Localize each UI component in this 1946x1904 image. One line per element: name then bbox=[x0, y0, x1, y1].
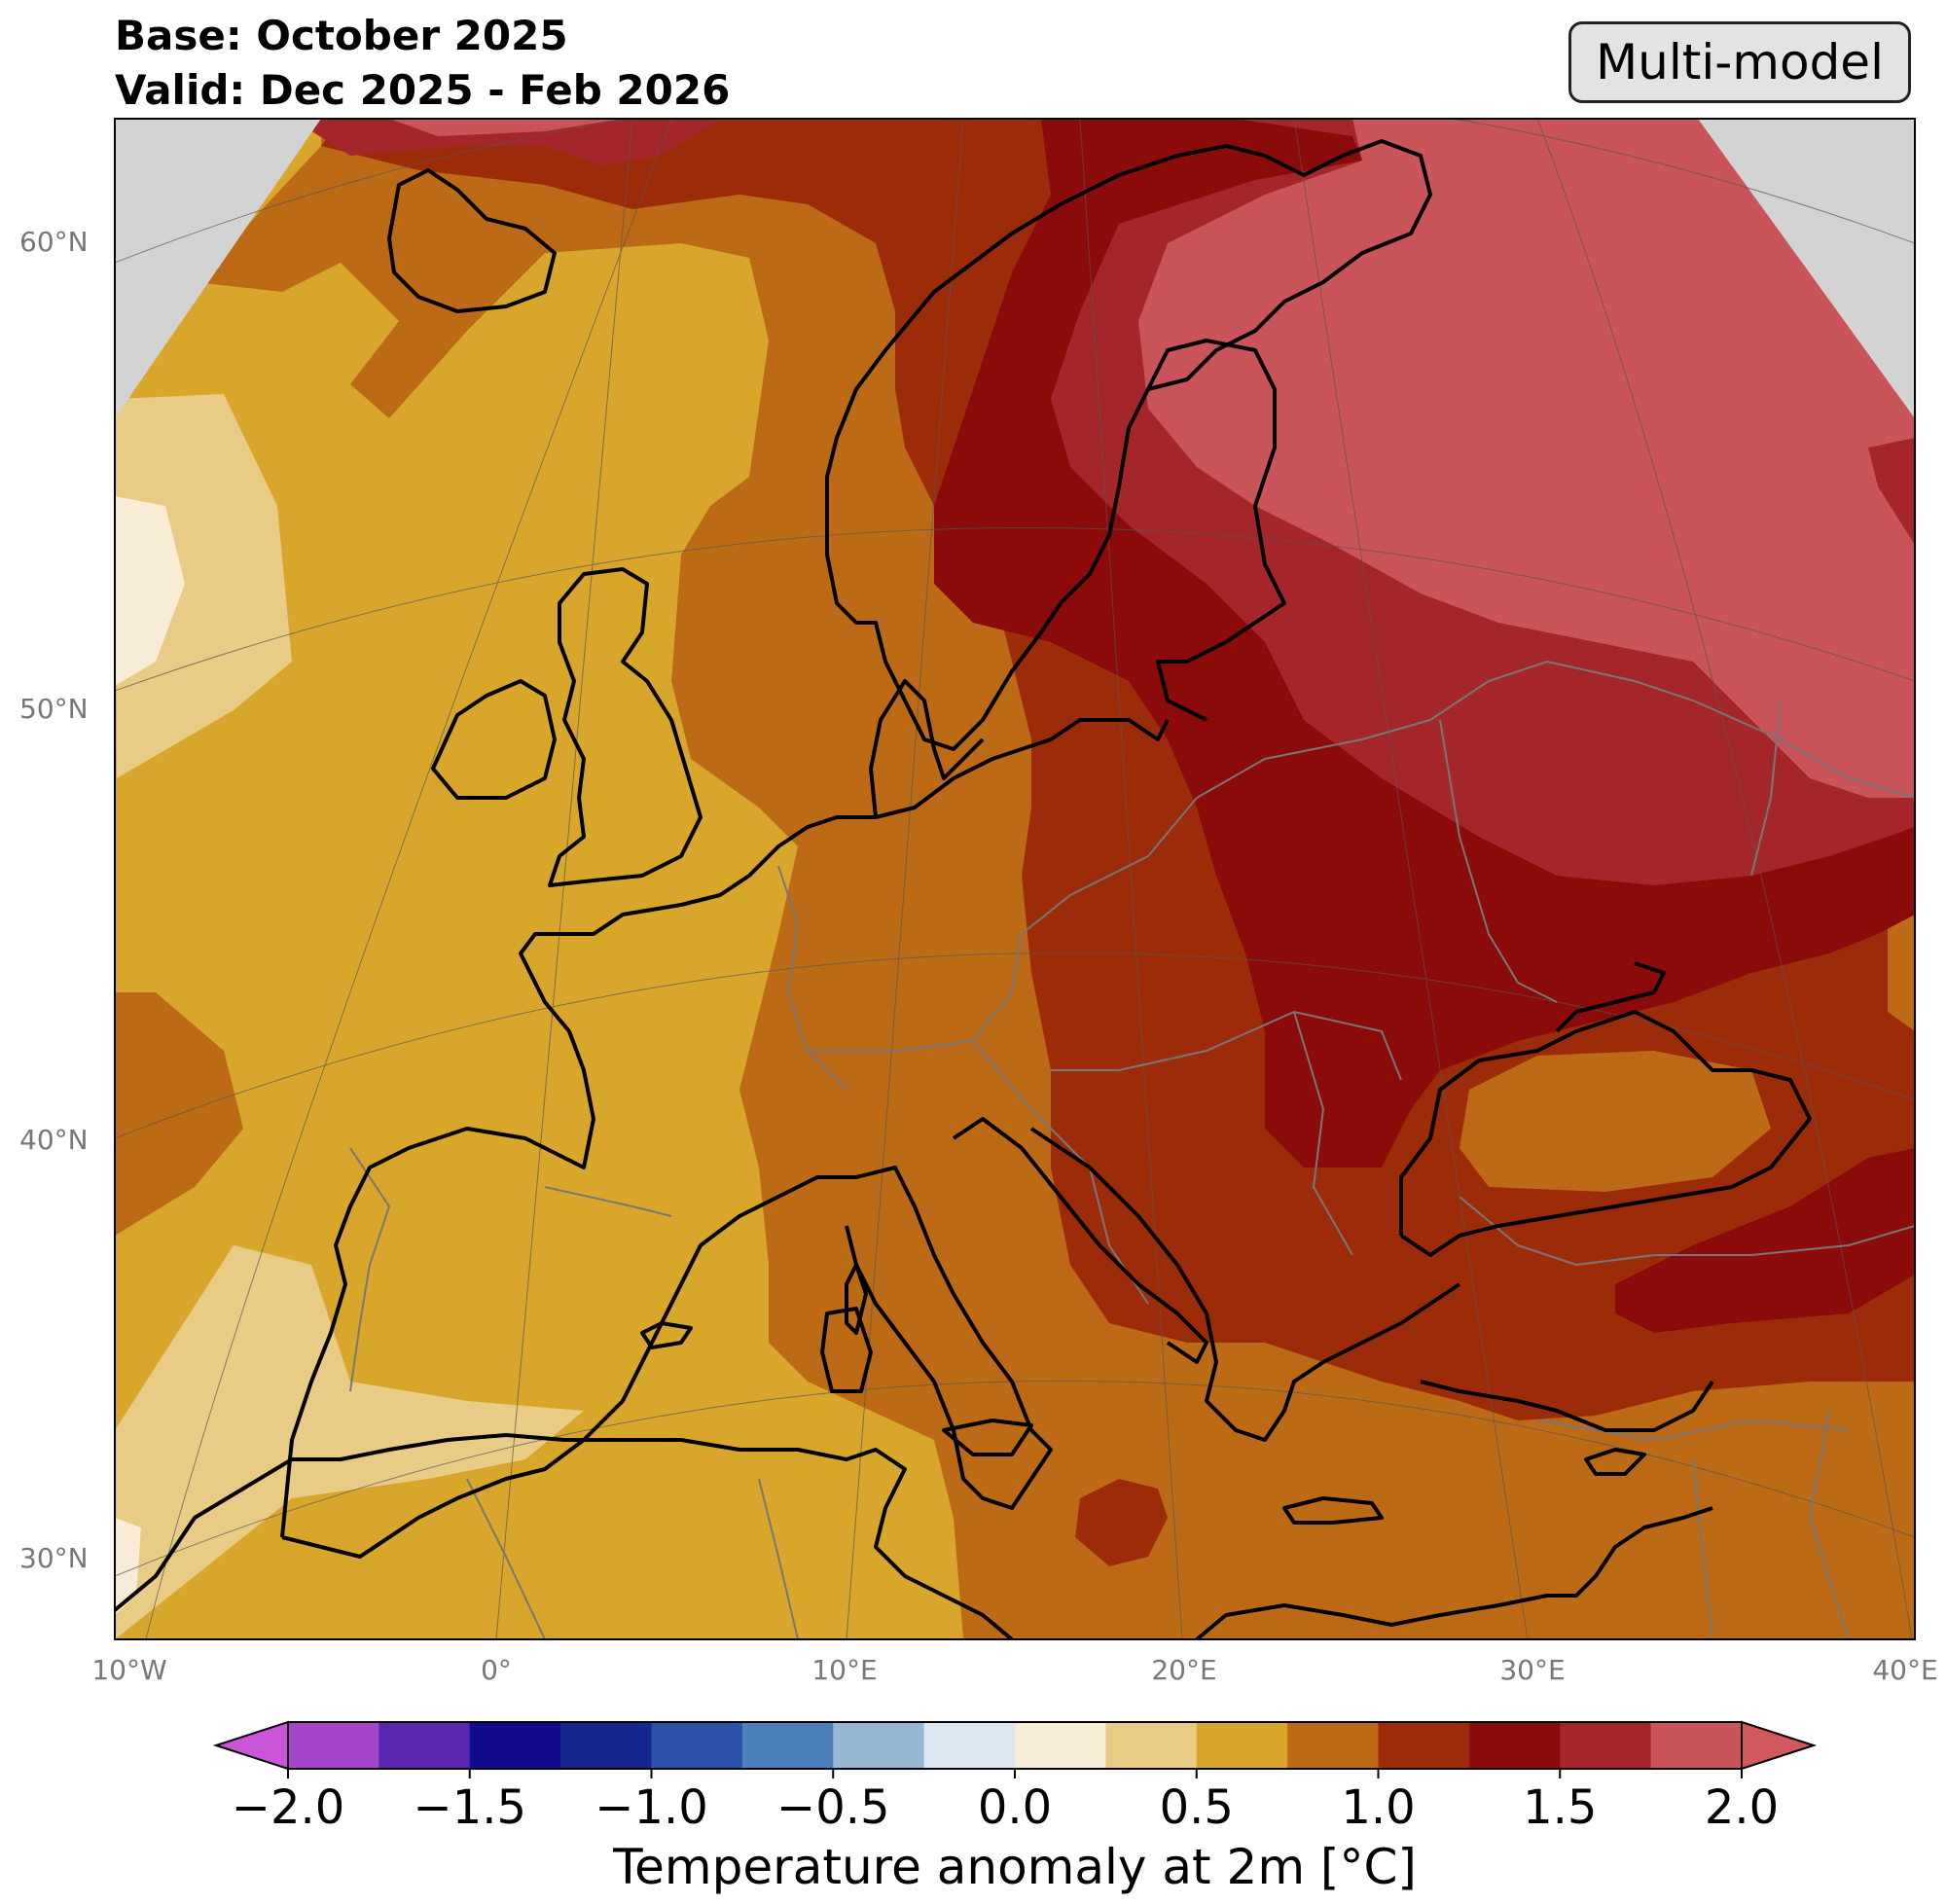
latitude-label-30n: 30°N bbox=[19, 1542, 89, 1574]
longitude-label-20e: 20°E bbox=[1151, 1654, 1217, 1686]
crete-coast bbox=[1282, 1496, 1384, 1525]
corsica-coast bbox=[845, 1263, 868, 1335]
colorbar-tick-label: −2.0 bbox=[231, 1780, 345, 1835]
anomaly-band-1.0-1.25 bbox=[1075, 1479, 1168, 1566]
colorbar-extend-over bbox=[1741, 1720, 1818, 1771]
no-data-region bbox=[1698, 119, 1915, 418]
valid-period-title: Valid: Dec 2025 - Feb 2026 bbox=[115, 66, 731, 114]
longitude-label-0: 0° bbox=[481, 1654, 512, 1686]
colorbar-bin bbox=[560, 1722, 652, 1769]
colorbar-label: Temperature anomaly at 2m [°C] bbox=[613, 1839, 1417, 1895]
balearic-coast bbox=[640, 1321, 693, 1349]
britain-coast bbox=[548, 567, 703, 887]
sicily-coast bbox=[942, 1419, 1033, 1456]
balkan-coast bbox=[1029, 1127, 1461, 1442]
colorbar-bin bbox=[741, 1722, 834, 1769]
anomaly-band-0-0.25 bbox=[115, 496, 185, 686]
jutland-coast bbox=[869, 679, 985, 818]
iceland-coast bbox=[387, 168, 557, 313]
north-africa-coast bbox=[115, 1433, 1014, 1639]
anomaly-band-0-0.25 bbox=[115, 1518, 141, 1615]
colorbar-bin bbox=[1468, 1722, 1561, 1769]
colorbar-bin bbox=[651, 1722, 743, 1769]
libya-egypt-coast bbox=[1195, 1506, 1713, 1639]
longitude-label-10w: 10°W bbox=[91, 1654, 167, 1686]
coastlines bbox=[115, 139, 1812, 1639]
colorbar-bin bbox=[1287, 1722, 1379, 1769]
model-badge: Multi-model bbox=[1568, 21, 1911, 103]
colorbar-bin bbox=[1015, 1722, 1106, 1769]
latitude-label-60n: 60°N bbox=[19, 226, 89, 258]
colorbar-bin bbox=[288, 1722, 379, 1769]
anomaly-band-0.75-1.0 bbox=[1460, 1051, 1771, 1192]
anomaly-band-1.75-2.0 bbox=[389, 119, 623, 136]
latitude-label-40n: 40°N bbox=[19, 1124, 89, 1156]
anomaly-band-1.25-1.5 bbox=[1615, 1148, 1915, 1333]
continental-north-coast bbox=[280, 718, 1170, 1538]
anomaly-field bbox=[115, 119, 1915, 1639]
colorbar-tick-label: 2.0 bbox=[1704, 1780, 1780, 1835]
anomaly-band-0.75-1.0 bbox=[1888, 915, 1915, 1031]
longitude-label-30e: 30°E bbox=[1499, 1654, 1566, 1686]
colorbar-tick-label: −0.5 bbox=[775, 1780, 890, 1835]
colorbar-bin bbox=[1650, 1722, 1743, 1769]
map-frame bbox=[114, 118, 1916, 1640]
colorbar-bin bbox=[1378, 1722, 1470, 1769]
cyprus-coast bbox=[1584, 1448, 1646, 1476]
colorbar-tick-label: −1.5 bbox=[413, 1780, 527, 1835]
black-sea-coast bbox=[1399, 1010, 1812, 1257]
italy-east-coast bbox=[952, 1117, 1208, 1364]
scandinavia-coast bbox=[825, 139, 1432, 751]
ireland-coast bbox=[431, 679, 557, 800]
latitude-label-50n: 50°N bbox=[19, 693, 89, 725]
colorbar-bin bbox=[1105, 1722, 1198, 1769]
colorbar-tick-label: −1.0 bbox=[595, 1780, 708, 1835]
crimea-coast bbox=[1555, 961, 1666, 1033]
colorbar-tick-label: 0.5 bbox=[1159, 1780, 1234, 1835]
anomaly-band-0.25-0.5 bbox=[115, 394, 292, 778]
anatolia-south-coast bbox=[1420, 1380, 1714, 1432]
colorbar-bin bbox=[469, 1722, 561, 1769]
colorbar-bin bbox=[378, 1722, 471, 1769]
longitude-label-10e: 10°E bbox=[811, 1654, 878, 1686]
colorbar-tick-label: 0.0 bbox=[977, 1780, 1053, 1835]
colorbar-bin bbox=[1196, 1722, 1288, 1769]
colorbar-tick-label: 1.5 bbox=[1523, 1780, 1598, 1835]
mediterranean-north-coast bbox=[281, 1166, 1053, 1559]
anomaly-band-1.75-2.0 bbox=[1138, 119, 1915, 798]
baltic-east-coast bbox=[1146, 339, 1286, 722]
no-data-region bbox=[115, 119, 321, 418]
colorbar-bin bbox=[1560, 1722, 1652, 1769]
longitude-label-40e: 40°E bbox=[1872, 1654, 1938, 1686]
colorbar-bin bbox=[833, 1722, 925, 1769]
colorbar-bin bbox=[923, 1722, 1016, 1769]
base-date-title: Base: October 2025 bbox=[115, 12, 568, 59]
colorbar-extend-under bbox=[212, 1720, 289, 1771]
colorbar-tick-label: 1.0 bbox=[1341, 1780, 1416, 1835]
sardinia-coast bbox=[820, 1307, 873, 1393]
